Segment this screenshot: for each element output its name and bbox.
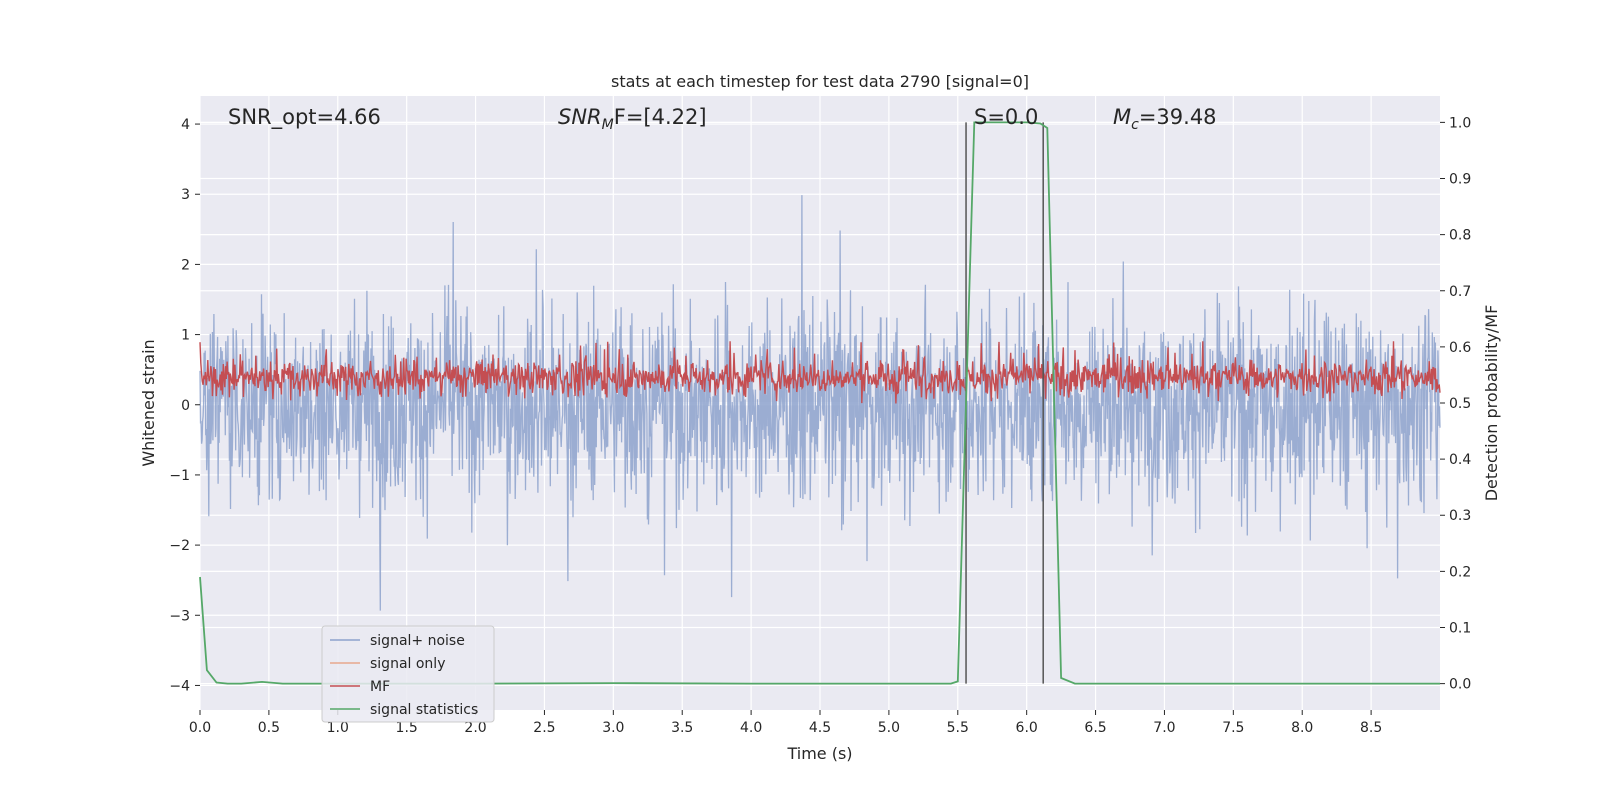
y-tick-label: 1 — [181, 328, 190, 344]
x-tick-label: 8.5 — [1360, 720, 1382, 736]
y-tick-label: 3 — [181, 187, 190, 203]
y-tick-label: −4 — [169, 678, 190, 694]
legend-label-signal-statistics: signal statistics — [370, 702, 478, 718]
snr-mf-subscript: M — [602, 117, 614, 133]
x-tick-label: 2.5 — [533, 720, 555, 736]
legend-label-signal-noise: signal+ noise — [370, 633, 465, 649]
mc-subscript: c — [1131, 117, 1139, 133]
x-tick-label: 7.0 — [1153, 720, 1175, 736]
data-layer — [199, 121, 1441, 685]
y-tick-label-right: 0.2 — [1449, 564, 1471, 580]
y-tick-label-right: 0.8 — [1449, 228, 1471, 244]
x-tick-label: 4.0 — [740, 720, 762, 736]
y-tick-label-right: 0.5 — [1449, 396, 1471, 412]
legend-box — [321, 625, 495, 723]
snr-opt-annotation: SNR_opt=4.66 — [228, 105, 381, 130]
y-tick-label-right: 0.3 — [1449, 508, 1471, 524]
x-tick-label: 4.5 — [809, 720, 831, 736]
mc-main: M — [1113, 105, 1131, 129]
y-tick-label: −2 — [169, 538, 190, 554]
snr-mf-annotation: SNRMF=[4.22] — [558, 105, 707, 133]
chart-title: stats at each timestep for test data 279… — [611, 72, 1029, 91]
y-tick-label-right: 0.9 — [1449, 172, 1471, 188]
x-tick-label: 0.0 — [189, 720, 211, 736]
mc-annotation: Mc=39.48 — [1113, 105, 1217, 133]
x-tick-label: 7.5 — [1222, 720, 1244, 736]
x-tick-label: 6.0 — [1016, 720, 1038, 736]
y-tick-label-right: 0.0 — [1449, 677, 1471, 693]
series-mf — [199, 341, 1441, 404]
x-tick-label: 8.0 — [1291, 720, 1313, 736]
x-tick-label: 5.5 — [947, 720, 969, 736]
x-tick-label: 3.5 — [671, 720, 693, 736]
y-tick-label: −3 — [169, 608, 190, 624]
x-tick-label: 2.0 — [464, 720, 486, 736]
y-tick-label-right: 0.6 — [1449, 340, 1471, 356]
y-tick-label: 4 — [181, 117, 190, 133]
series-signal-statistics — [199, 121, 1440, 685]
x-tick-label: 3.0 — [602, 720, 624, 736]
y-axis-label: Whitened strain — [139, 339, 158, 466]
annotations: SNR_opt=4.66 SNRMF=[4.22] S=0.0 Mc=39.48 — [228, 105, 1217, 133]
y-tick-label-right: 0.4 — [1449, 452, 1471, 468]
x-tick-label: 1.5 — [396, 720, 418, 736]
legend-label-mf: MF — [370, 679, 390, 695]
y-tick-label: 0 — [181, 398, 190, 414]
y-axis-label-right: Detection probability/MF — [1482, 305, 1501, 502]
x-tick-label: 5.0 — [878, 720, 900, 736]
y-tick-label: −1 — [169, 468, 190, 484]
x-tick-label: 6.5 — [1084, 720, 1106, 736]
legend: signal+ noise signal only MF signal stat… — [321, 625, 495, 723]
y-tick-label-right: 1.0 — [1449, 115, 1471, 131]
legend-label-signal-only: signal only — [370, 656, 445, 672]
s-value-annotation: S=0.0 — [974, 105, 1038, 129]
y-tick-label-right: 0.7 — [1449, 284, 1471, 300]
y-tick-label: 2 — [181, 257, 190, 273]
snr-mf-tail: F=[4.22] — [614, 105, 707, 129]
axis-layer: 0.0 0.5 1.0 1.5 2.0 2.5 3.0 3.5 4.0 4.5 5.0 5.5 6.0 6… — [169, 115, 1471, 736]
x-tick-label: 0.5 — [258, 720, 280, 736]
snr-mf-main: SNR — [558, 105, 602, 129]
y-tick-label-right: 0.1 — [1449, 620, 1471, 636]
x-axis-label: Time (s) — [786, 744, 852, 763]
x-tick-label: 1.0 — [327, 720, 349, 736]
mc-tail: =39.48 — [1139, 105, 1217, 129]
